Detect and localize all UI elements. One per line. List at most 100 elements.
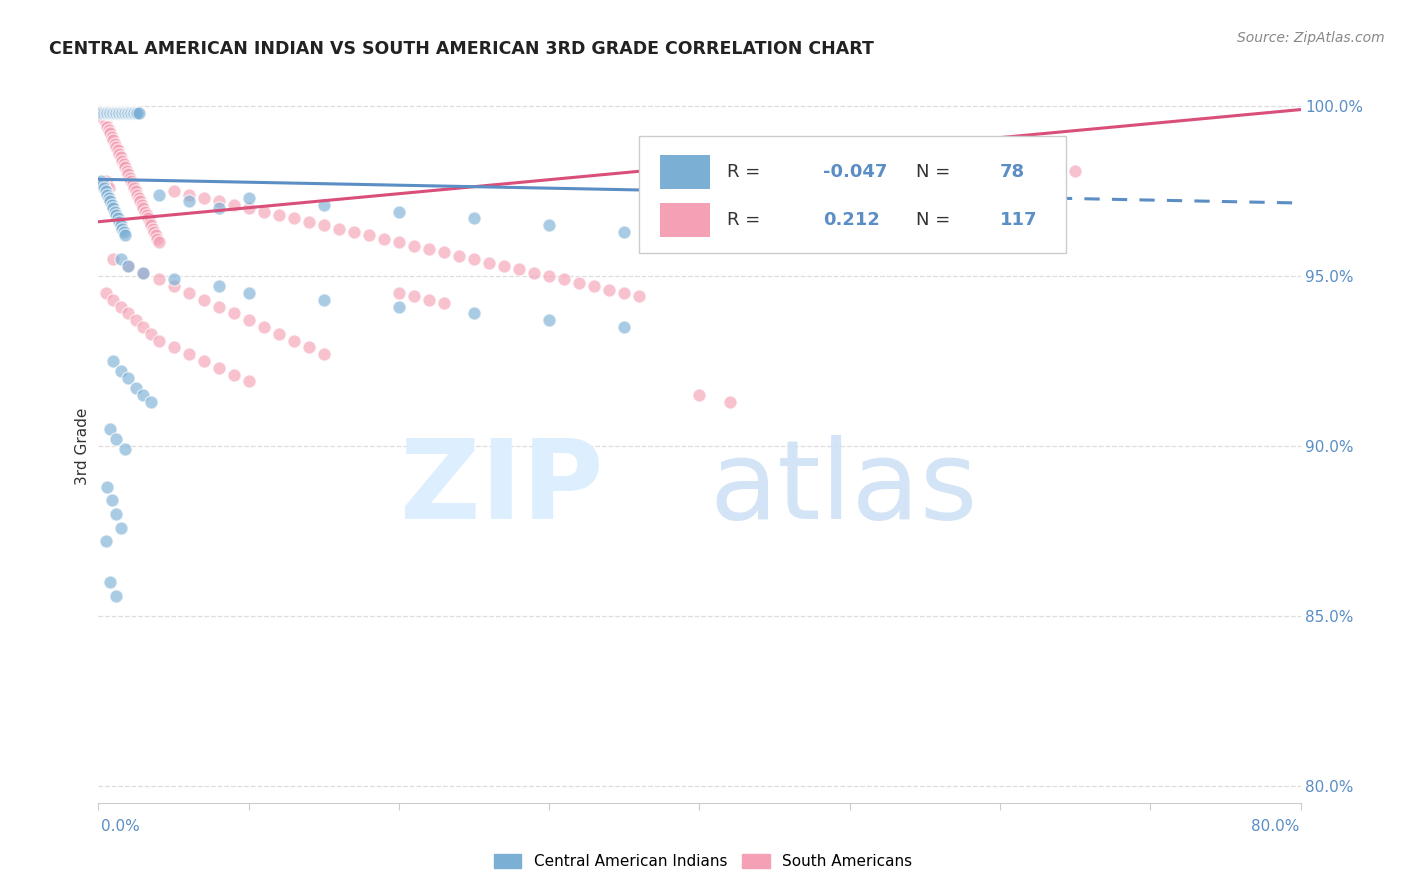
Point bbox=[148, 235, 170, 249]
Point bbox=[127, 187, 149, 202]
Point bbox=[1064, 163, 1087, 178]
Point bbox=[162, 272, 184, 286]
Point bbox=[105, 208, 128, 222]
Point bbox=[122, 106, 145, 120]
Point bbox=[208, 300, 231, 314]
Point bbox=[433, 245, 456, 260]
Point bbox=[177, 187, 200, 202]
Point bbox=[96, 480, 118, 494]
Point bbox=[131, 198, 153, 212]
Point bbox=[94, 174, 117, 188]
Point bbox=[97, 191, 120, 205]
Text: CENTRAL AMERICAN INDIAN VS SOUTH AMERICAN 3RD GRADE CORRELATION CHART: CENTRAL AMERICAN INDIAN VS SOUTH AMERICA… bbox=[49, 40, 875, 58]
Point bbox=[110, 150, 132, 164]
Point bbox=[162, 279, 184, 293]
Text: 0.0%: 0.0% bbox=[101, 820, 141, 834]
Point bbox=[112, 225, 135, 239]
Point bbox=[162, 341, 184, 355]
Point bbox=[115, 163, 138, 178]
Point bbox=[628, 289, 651, 303]
Point bbox=[100, 106, 122, 120]
Point bbox=[283, 334, 305, 348]
Point bbox=[104, 136, 127, 151]
Point bbox=[125, 381, 148, 395]
Point bbox=[128, 106, 150, 120]
Point bbox=[107, 106, 129, 120]
Point bbox=[222, 306, 245, 320]
Point bbox=[97, 123, 120, 137]
Point bbox=[1019, 153, 1042, 168]
Point bbox=[193, 191, 215, 205]
Point bbox=[108, 106, 131, 120]
Text: Source: ZipAtlas.com: Source: ZipAtlas.com bbox=[1237, 31, 1385, 45]
Point bbox=[208, 360, 231, 375]
Point bbox=[96, 106, 118, 120]
Point bbox=[112, 157, 135, 171]
Point bbox=[132, 320, 155, 334]
Point bbox=[222, 198, 245, 212]
Point bbox=[238, 201, 260, 215]
Point bbox=[343, 225, 366, 239]
Point bbox=[111, 153, 134, 168]
Point bbox=[494, 259, 516, 273]
Point bbox=[312, 218, 335, 232]
Point bbox=[112, 106, 135, 120]
Point bbox=[103, 106, 125, 120]
Y-axis label: 3rd Grade: 3rd Grade bbox=[75, 408, 90, 484]
Point bbox=[100, 574, 122, 589]
Point bbox=[508, 262, 530, 277]
Point bbox=[134, 204, 156, 219]
Point bbox=[447, 249, 470, 263]
Point bbox=[613, 286, 636, 301]
Point bbox=[103, 293, 125, 307]
Point bbox=[613, 225, 636, 239]
Point bbox=[139, 394, 162, 409]
Point bbox=[117, 371, 139, 385]
Point bbox=[523, 266, 546, 280]
Point bbox=[357, 228, 380, 243]
Point bbox=[97, 106, 120, 120]
Point bbox=[101, 106, 124, 120]
Point bbox=[298, 215, 321, 229]
Point bbox=[463, 211, 485, 226]
Point bbox=[988, 140, 1011, 154]
Point bbox=[141, 221, 163, 235]
Point bbox=[689, 232, 711, 246]
Point bbox=[110, 300, 132, 314]
Point bbox=[689, 388, 711, 402]
Point bbox=[177, 286, 200, 301]
Point bbox=[132, 388, 155, 402]
Point bbox=[90, 106, 112, 120]
Point bbox=[105, 140, 128, 154]
Point bbox=[114, 161, 136, 175]
Point bbox=[122, 178, 145, 192]
Point bbox=[96, 187, 118, 202]
Legend: Central American Indians, South Americans: Central American Indians, South American… bbox=[488, 847, 918, 875]
Point bbox=[177, 347, 200, 361]
Point bbox=[118, 170, 141, 185]
Point bbox=[598, 283, 620, 297]
Point bbox=[110, 252, 132, 266]
Point bbox=[101, 198, 124, 212]
FancyBboxPatch shape bbox=[640, 136, 1066, 253]
Point bbox=[117, 167, 139, 181]
Point bbox=[105, 589, 128, 603]
Point bbox=[718, 394, 741, 409]
Point bbox=[91, 178, 114, 192]
Point bbox=[538, 218, 561, 232]
Point bbox=[538, 269, 561, 284]
Point bbox=[103, 201, 125, 215]
Text: atlas: atlas bbox=[710, 435, 979, 542]
Point bbox=[125, 184, 148, 198]
Point bbox=[283, 211, 305, 226]
Point bbox=[222, 368, 245, 382]
Point bbox=[312, 198, 335, 212]
Point bbox=[402, 289, 425, 303]
Point bbox=[108, 146, 131, 161]
Point bbox=[388, 204, 411, 219]
Point bbox=[117, 306, 139, 320]
Point bbox=[100, 194, 122, 209]
Point bbox=[312, 293, 335, 307]
Point bbox=[93, 106, 115, 120]
Point bbox=[135, 208, 157, 222]
